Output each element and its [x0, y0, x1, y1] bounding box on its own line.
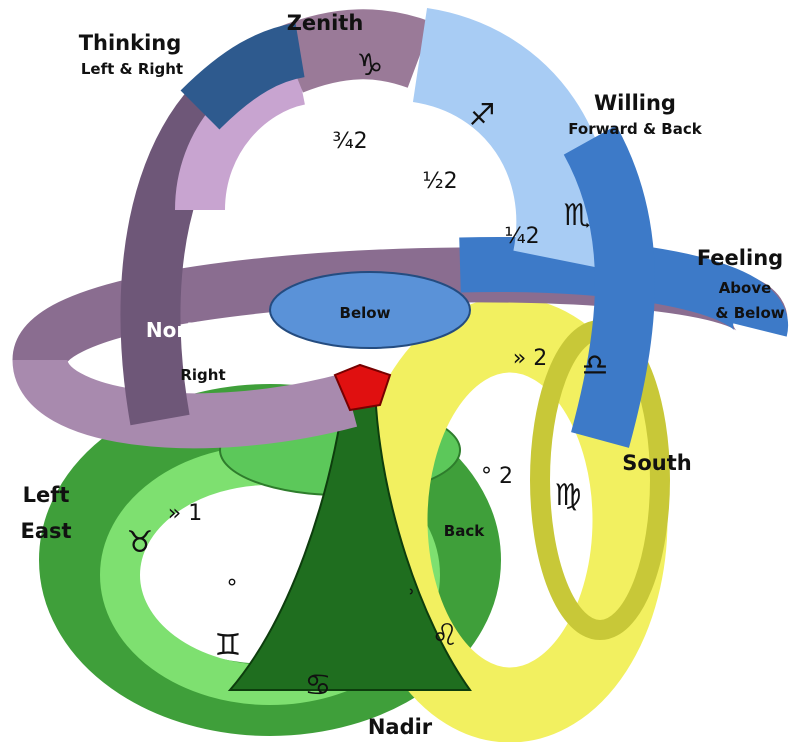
rings [12, 8, 788, 742]
label: Zenith [287, 11, 364, 35]
label: Below [340, 304, 391, 322]
sign: ♑ [357, 48, 384, 83]
below-disc [269, 271, 471, 349]
step: ° 2 [481, 464, 513, 489]
sign: ♎ [582, 348, 609, 383]
willing-ring-side [563, 125, 655, 448]
label: Thinking [79, 31, 182, 55]
sign: ♍ [555, 478, 582, 513]
sign: ♏ [564, 198, 591, 233]
step: ° [227, 576, 238, 601]
label: Willing [594, 91, 676, 115]
step: » 2 [513, 346, 547, 371]
fraction: ¾2 [332, 129, 367, 154]
feeling-ring-right [459, 236, 788, 337]
sign: ♊ [215, 628, 242, 663]
label: Left [23, 483, 70, 507]
sign: ♌ [432, 618, 459, 653]
label: & Below [715, 304, 784, 322]
label: East [20, 519, 71, 543]
label: Feeling [697, 246, 783, 270]
sign: ♉ [127, 525, 154, 560]
label: Back [444, 522, 485, 540]
label: Left & Right [81, 60, 183, 78]
fraction: ¼2 [504, 224, 539, 249]
labels: Zenith Thinking Left & Right Willing For… [20, 11, 784, 739]
symbols: ♑ ♐ ♏ ♎ ♍ ♌ ♋ ♊ ♉ ¾2 ½2 ¼2 » 2 ° 2 » 1 °… [127, 48, 609, 703]
label: North [146, 318, 210, 342]
label: Right [180, 366, 225, 384]
thinking-ring-top [180, 22, 306, 130]
label: Above [719, 279, 772, 297]
step: » 1 [168, 501, 202, 526]
label: Nadir [368, 715, 433, 739]
label: South [622, 451, 692, 475]
funnel [227, 389, 472, 691]
label: Forward & Back [568, 120, 702, 138]
step: ˒ [409, 581, 416, 606]
fraction: ½2 [422, 169, 457, 194]
thinking-ring-inner [175, 55, 307, 212]
center [333, 363, 392, 412]
sign: ♋ [305, 668, 332, 703]
zenith-band [277, 9, 433, 93]
willing-ring [411, 8, 612, 270]
sign: ♐ [469, 98, 496, 133]
